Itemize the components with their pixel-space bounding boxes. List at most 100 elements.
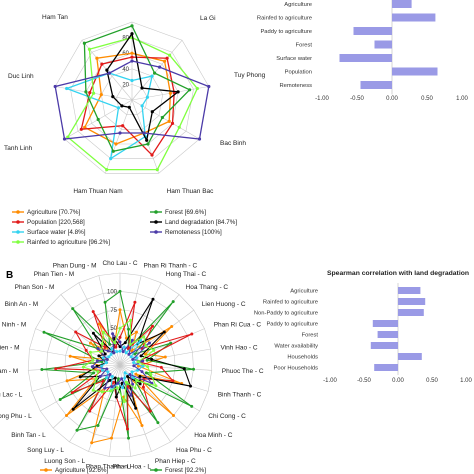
radar-series-point	[84, 348, 88, 352]
radar-axis-label: Hai Ninh - M	[0, 322, 26, 329]
radar-series-point	[90, 365, 94, 369]
radar-series-point	[113, 341, 117, 345]
radar-axis-label: Phan Ri Cua - C	[214, 322, 262, 329]
radar-axis-label: Tanh Linh	[4, 145, 33, 152]
radar-series-point	[155, 168, 159, 172]
radar-grid-ring	[27, 272, 213, 457]
radar-spoke	[31, 364, 121, 392]
legend-label: Forest [92.2%]	[165, 467, 206, 474]
radar-series-point	[116, 377, 120, 381]
radar-series-point	[118, 308, 122, 312]
radar-series-point	[99, 93, 103, 97]
radar-series-point	[130, 349, 134, 353]
bar	[372, 320, 398, 327]
radar-tick-label: 50	[110, 326, 117, 332]
bar-axis-tick: 0.50	[426, 378, 438, 384]
radar-series-point	[171, 379, 175, 383]
radar-series-point	[121, 386, 125, 390]
radar-series-point	[91, 388, 95, 392]
radar-series-point	[129, 393, 133, 397]
radar-series-point	[156, 421, 160, 425]
radar-series-point	[121, 124, 125, 128]
panel-label-b: B	[6, 270, 13, 281]
radar-series-point	[141, 359, 145, 363]
radar-series-point	[111, 332, 115, 336]
legend-label: Surface water [4.8%]	[27, 229, 86, 236]
radar-series-line	[72, 298, 192, 410]
radar-series-point	[158, 65, 162, 69]
radar-series-point	[65, 414, 68, 417]
radar-series-point	[127, 327, 130, 331]
radar-axis-label: Phan Ri Thanh - C	[144, 263, 198, 270]
radar-series-point	[140, 104, 144, 108]
radar-series-point	[40, 368, 44, 371]
radar-spoke	[119, 364, 212, 371]
radar-series-point	[120, 377, 124, 381]
radar-series-point	[92, 91, 96, 95]
radar-series-point	[176, 90, 180, 94]
radar-spoke	[88, 364, 121, 452]
radar-grid-ring	[54, 21, 210, 174]
bar-axis-tick: -1.00	[315, 96, 329, 102]
radar-series-point	[91, 358, 95, 362]
radar-series-point	[81, 365, 85, 369]
bar-category-label: Non-Paddy to agriculture	[254, 311, 318, 317]
radar-series-point	[126, 427, 129, 431]
radar-series-point	[118, 340, 122, 344]
radar-axis-label: Phan Lam - M	[0, 368, 18, 375]
radar-series-point	[111, 95, 115, 99]
radar-series-point	[189, 384, 192, 388]
radar-series-point	[139, 354, 143, 358]
radar-series-line	[83, 25, 191, 153]
radar-series-line	[55, 302, 193, 430]
radar-series-point	[116, 106, 121, 110]
radar-series-point	[143, 352, 147, 356]
bar-category-label: Poor Households	[274, 366, 319, 372]
legend-marker	[16, 220, 20, 224]
radar-series-point	[89, 341, 92, 345]
bar-category-label: Forest	[296, 43, 313, 49]
radar-series-point	[135, 330, 138, 334]
radar-series-point	[172, 414, 175, 417]
bar-category-label: Remoteness	[279, 83, 312, 89]
radar-axis-label: Phu Lac - L	[0, 391, 23, 398]
radar-series-point	[130, 370, 134, 374]
bar	[353, 27, 392, 35]
radar-series-point	[116, 381, 120, 385]
radar-series-point	[105, 376, 109, 380]
radar-series-point	[177, 125, 181, 129]
radar-series-point	[132, 364, 136, 368]
radar-series-point	[171, 300, 175, 304]
radar-axis-label: Binh Tan - L	[11, 432, 46, 439]
radar-series-point	[62, 137, 67, 141]
bar-category-label: Agriculture	[290, 289, 318, 295]
radar-series-point	[123, 341, 127, 345]
radar-axis-label: Tuy Phong	[234, 72, 266, 79]
bar	[398, 353, 422, 360]
legend-label: Land degradation [84.7%]	[165, 219, 237, 226]
radar-series-point	[111, 149, 115, 153]
radar-series-point	[197, 137, 202, 141]
radar-series-point	[131, 376, 135, 380]
radar-series-point	[95, 359, 99, 363]
radar-series-point	[140, 86, 144, 90]
radar-series-point	[124, 351, 128, 355]
bar-category-label: Agriculture	[284, 2, 312, 8]
radar-series-point	[192, 367, 195, 371]
radar-axis-label: Phan Hiep - C	[155, 458, 196, 465]
radar-series-point	[140, 370, 144, 374]
legend-label: Forest [69.6%]	[165, 209, 206, 216]
radar-spoke	[131, 40, 183, 101]
radar-series-point	[127, 105, 131, 109]
bar-axis-tick: 1.00	[456, 96, 468, 102]
radar-series-point	[103, 345, 107, 349]
radar-grid-ring	[46, 291, 194, 439]
radar-series-point	[100, 342, 104, 346]
legend-marker	[16, 230, 20, 234]
radar-axis-label: Duc Linh	[8, 73, 34, 80]
radar-series-point	[188, 88, 192, 92]
radar-tick-label: 40	[122, 67, 129, 73]
radar-series-point	[106, 370, 110, 374]
radar-series-point	[145, 358, 149, 362]
